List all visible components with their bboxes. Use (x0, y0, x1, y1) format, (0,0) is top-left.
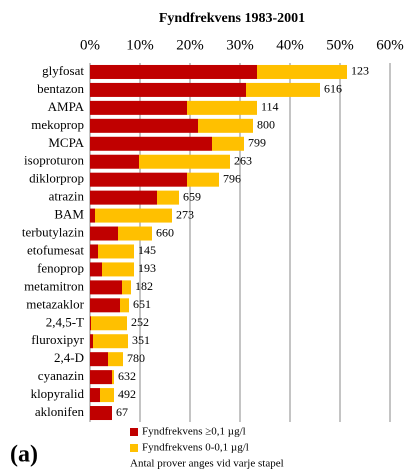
x-tick-label: 60% (376, 37, 404, 53)
bar (90, 172, 187, 187)
y-tick-label: MCPA (48, 135, 84, 150)
bar (118, 226, 152, 241)
bar-label: 660 (156, 225, 174, 239)
y-tick-label: diklorprop (29, 171, 84, 186)
bar (90, 298, 120, 313)
y-tick-label: fenoprop (37, 260, 84, 275)
bar-label: 651 (133, 297, 151, 311)
bar-label: 616 (324, 82, 342, 96)
y-tick-label: BAM (54, 207, 84, 222)
y-tick-label: isoproturon (24, 153, 84, 168)
legend-swatch (130, 444, 138, 452)
bar-label: 114 (261, 100, 279, 114)
y-tick-label: glyfosat (42, 63, 84, 78)
bar-label: 182 (135, 279, 153, 293)
bar-label: 800 (257, 118, 275, 132)
bar (93, 334, 128, 349)
legend-label: Fyndfrekvens ≥0,1 µg/l (142, 426, 246, 438)
bar-label: 780 (127, 351, 145, 365)
bar (157, 190, 179, 205)
bar (90, 118, 198, 133)
bar (90, 244, 98, 259)
bar (187, 100, 257, 115)
bar-label: 796 (223, 171, 241, 185)
y-tick-label: atrazin (49, 189, 85, 204)
bar (187, 172, 219, 187)
y-tick-label: 2,4-D (54, 350, 84, 365)
x-tick-label: 0% (80, 37, 100, 53)
y-tick-label: mekoprop (31, 117, 84, 132)
bar-label: 123 (351, 64, 369, 78)
legend-swatch (130, 428, 138, 436)
bar-label: 351 (132, 333, 150, 347)
bar-label: 659 (183, 189, 201, 203)
bar (90, 208, 95, 223)
y-tick-label: etofumesat (27, 242, 84, 257)
y-tick-label: 2,4,5-T (46, 314, 84, 329)
y-tick-label: klopyralid (31, 386, 85, 401)
bar (90, 280, 122, 295)
bar (90, 370, 112, 385)
bar-label: 67 (116, 405, 128, 419)
bar (139, 154, 230, 169)
bar (90, 154, 139, 169)
y-tick-label: fluroxipyr (31, 332, 84, 347)
bar (257, 64, 347, 79)
y-tick-label: cyanazin (38, 368, 85, 383)
bar (112, 370, 114, 385)
bar-label: 263 (234, 153, 252, 167)
bar (90, 334, 93, 349)
bar (90, 190, 157, 205)
panel-label: (a) (10, 442, 38, 468)
y-tick-label: bentazon (37, 81, 84, 96)
bar (90, 388, 100, 403)
bar (122, 280, 131, 295)
note: Antal prover anges vid varje stapel (130, 458, 284, 470)
bar (90, 100, 187, 115)
x-tick-label: 50% (326, 37, 354, 53)
bar (246, 82, 320, 97)
x-tick-label: 10% (126, 37, 154, 53)
bar (98, 244, 134, 259)
bar (90, 406, 112, 421)
bar (90, 226, 118, 241)
bar (91, 316, 127, 331)
bar-label: 145 (138, 243, 156, 257)
bar (100, 388, 114, 403)
bar-label: 273 (176, 207, 194, 221)
chart-title: Fyndfrekvens 1983-2001 (159, 11, 305, 26)
y-tick-label: metamitron (24, 278, 84, 293)
bar (198, 118, 253, 133)
y-tick-label: terbutylazin (22, 225, 85, 240)
bar (90, 136, 212, 151)
y-tick-label: aklonifen (35, 404, 85, 419)
bar (90, 262, 102, 277)
bar (108, 352, 123, 367)
bar-label: 193 (138, 261, 156, 275)
y-tick-label: AMPA (48, 99, 85, 114)
bar (90, 352, 108, 367)
bar-label: 632 (118, 369, 136, 383)
x-tick-label: 30% (226, 37, 254, 53)
bar-label: 252 (131, 315, 149, 329)
bar (95, 208, 172, 223)
bar-label: 492 (118, 387, 136, 401)
bar (90, 64, 257, 79)
bar-label: 799 (248, 136, 266, 150)
x-tick-label: 40% (276, 37, 304, 53)
bar (120, 298, 129, 313)
x-tick-label: 20% (176, 37, 204, 53)
bar (212, 136, 244, 151)
bar (90, 82, 246, 97)
bar (102, 262, 134, 277)
legend-label: Fyndfrekvens 0-0,1 µg/l (142, 442, 249, 454)
y-tick-label: metazaklor (26, 296, 84, 311)
bar (90, 316, 91, 331)
